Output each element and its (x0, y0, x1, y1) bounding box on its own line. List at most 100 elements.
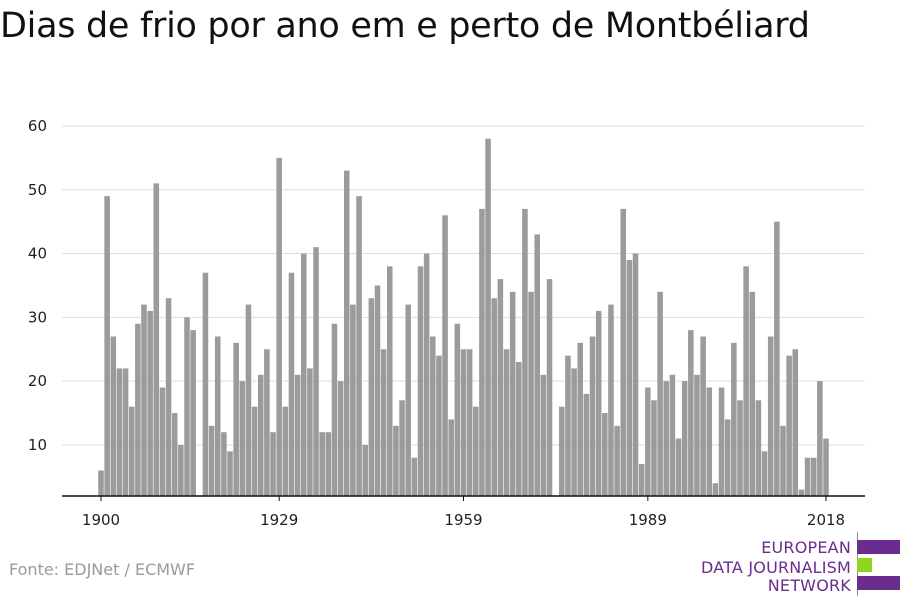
bar-1997 (694, 374, 700, 496)
bar-1921 (227, 451, 233, 496)
bar-1946 (380, 349, 387, 496)
bar-1979 (583, 393, 590, 496)
y-tick-label-20: 20 (28, 372, 47, 390)
bar-2005 (743, 266, 749, 496)
bar-1994 (675, 438, 682, 496)
y-tick-label-10: 10 (28, 436, 47, 454)
bar-1995 (681, 381, 688, 496)
x-tick-label-1959: 1959 (444, 511, 482, 529)
logo-line-data-journalism: DATA JOURNALISM (701, 558, 851, 577)
bar-1976 (565, 355, 571, 496)
x-tick-label-1989: 1989 (629, 511, 667, 529)
bar-1933 (300, 253, 307, 496)
bar-1948 (393, 425, 399, 496)
logo-purple-bar-bottom (857, 576, 900, 590)
bar-1930 (282, 406, 289, 496)
bar-1996 (688, 330, 694, 496)
bar-1923 (239, 381, 246, 496)
bar-1937 (325, 432, 332, 496)
bar-1989 (645, 387, 651, 496)
logo-line-european: EUROPEAN (761, 538, 851, 557)
bar-1914 (184, 317, 190, 496)
bar-1972 (540, 374, 547, 496)
bar-2011 (780, 425, 786, 496)
bar-1943 (362, 444, 368, 496)
bar-2009 (767, 336, 774, 496)
logo-line-network: NETWORK (767, 576, 851, 595)
logo-purple-bar-top (857, 540, 900, 554)
bar-1934 (307, 368, 313, 496)
bar-1986 (626, 259, 633, 496)
bar-1952 (417, 266, 424, 496)
bar-1988 (638, 464, 645, 496)
bar-1927 (264, 349, 270, 496)
bar-1928 (270, 432, 276, 496)
bar-2010 (774, 221, 780, 496)
bar-1966 (503, 349, 510, 496)
x-tick-label-1900: 1900 (82, 511, 120, 529)
bar-1941 (350, 304, 356, 496)
bar-2018 (823, 438, 829, 496)
bar-1911 (165, 298, 172, 496)
bar-1983 (608, 304, 614, 496)
bar-1929 (276, 157, 282, 497)
bar-1970 (528, 291, 534, 496)
y-tick-label-30: 30 (28, 308, 47, 326)
bar-1981 (595, 310, 602, 496)
bar-1956 (442, 215, 448, 496)
bar-1926 (257, 374, 264, 496)
logo-green-bar (857, 558, 872, 572)
bar-1961 (473, 406, 479, 496)
bar-1962 (479, 208, 485, 496)
bar-1936 (319, 432, 325, 496)
bar-1955 (436, 355, 442, 496)
bar-1969 (522, 208, 528, 496)
bar-2000 (712, 483, 719, 496)
bar-1940 (343, 170, 350, 496)
bar-1917 (202, 272, 209, 496)
bar-1906 (135, 323, 141, 496)
bar-1935 (313, 247, 319, 496)
bar-1999 (706, 387, 713, 496)
bar-1998 (700, 336, 706, 496)
bar-2012 (786, 355, 792, 496)
bar-1984 (614, 425, 620, 496)
x-axis-ticks: 1900 1929 1959 1989 2018 (82, 496, 845, 529)
bar-2014 (798, 489, 805, 496)
bar-1944 (368, 298, 375, 496)
bar-2016 (810, 457, 817, 496)
bar-2003 (731, 342, 737, 496)
bar-1990 (651, 400, 657, 496)
bar-1945 (374, 285, 381, 496)
bar-1980 (589, 336, 596, 496)
bar-1920 (221, 432, 227, 496)
bar-1925 (251, 406, 258, 496)
bar-1900 (98, 470, 104, 496)
bar-1953 (423, 253, 430, 496)
bar-2001 (718, 387, 725, 496)
bar-1939 (337, 381, 344, 496)
bar-1954 (430, 336, 436, 496)
bar-2006 (749, 291, 756, 496)
bar-2017 (817, 381, 823, 496)
bar-1922 (233, 342, 239, 496)
source-note: Fonte: EDJNet / ECMWF (9, 560, 196, 579)
bar-1985 (620, 208, 627, 496)
bar-1904 (122, 368, 129, 496)
bar-1905 (128, 406, 135, 496)
bar-1987 (632, 253, 639, 496)
bar-1992 (663, 381, 670, 496)
bar-1957 (448, 419, 454, 496)
bar-1963 (485, 138, 491, 496)
bar-1901 (104, 196, 110, 496)
bar-2015 (804, 457, 811, 496)
chart-title: Dias de frio por ano em e perto de Montb… (0, 6, 810, 46)
bar-1991 (657, 291, 663, 496)
bar-1982 (602, 413, 608, 496)
bar-1913 (178, 444, 184, 496)
bar-1975 (559, 406, 565, 496)
bar-1973 (546, 279, 553, 496)
bar-1902 (110, 336, 117, 496)
bar-1915 (190, 330, 196, 496)
bar-1909 (153, 183, 160, 496)
